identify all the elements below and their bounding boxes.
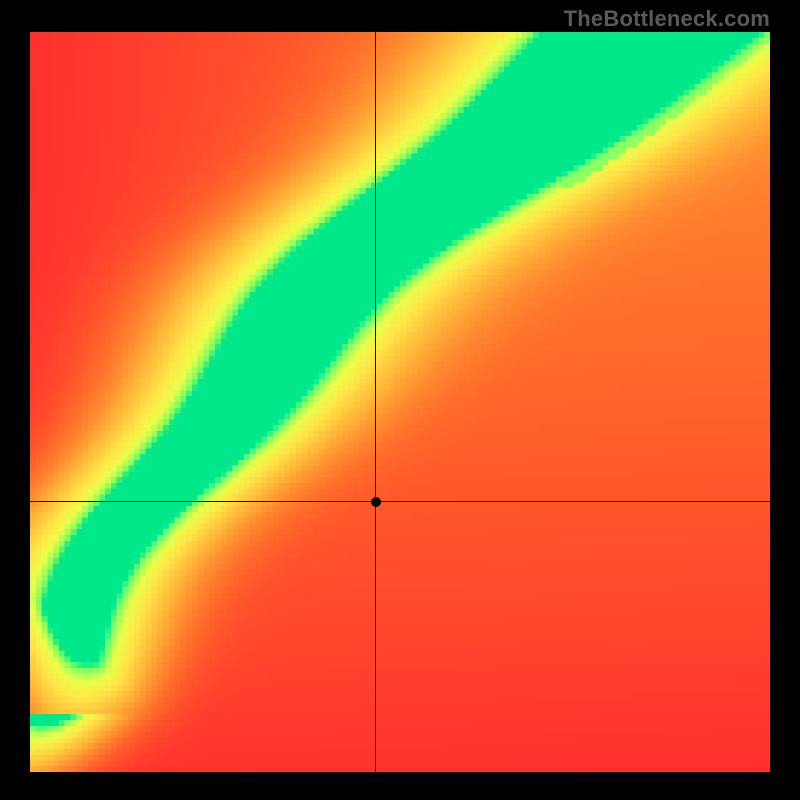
bottleneck-heatmap — [30, 32, 770, 772]
watermark-label: TheBottleneck.com — [564, 6, 770, 32]
crosshair-horizontal — [30, 501, 770, 502]
crosshair-vertical — [375, 32, 376, 772]
selected-point-marker — [371, 497, 381, 507]
figure-frame: TheBottleneck.com — [0, 0, 800, 800]
